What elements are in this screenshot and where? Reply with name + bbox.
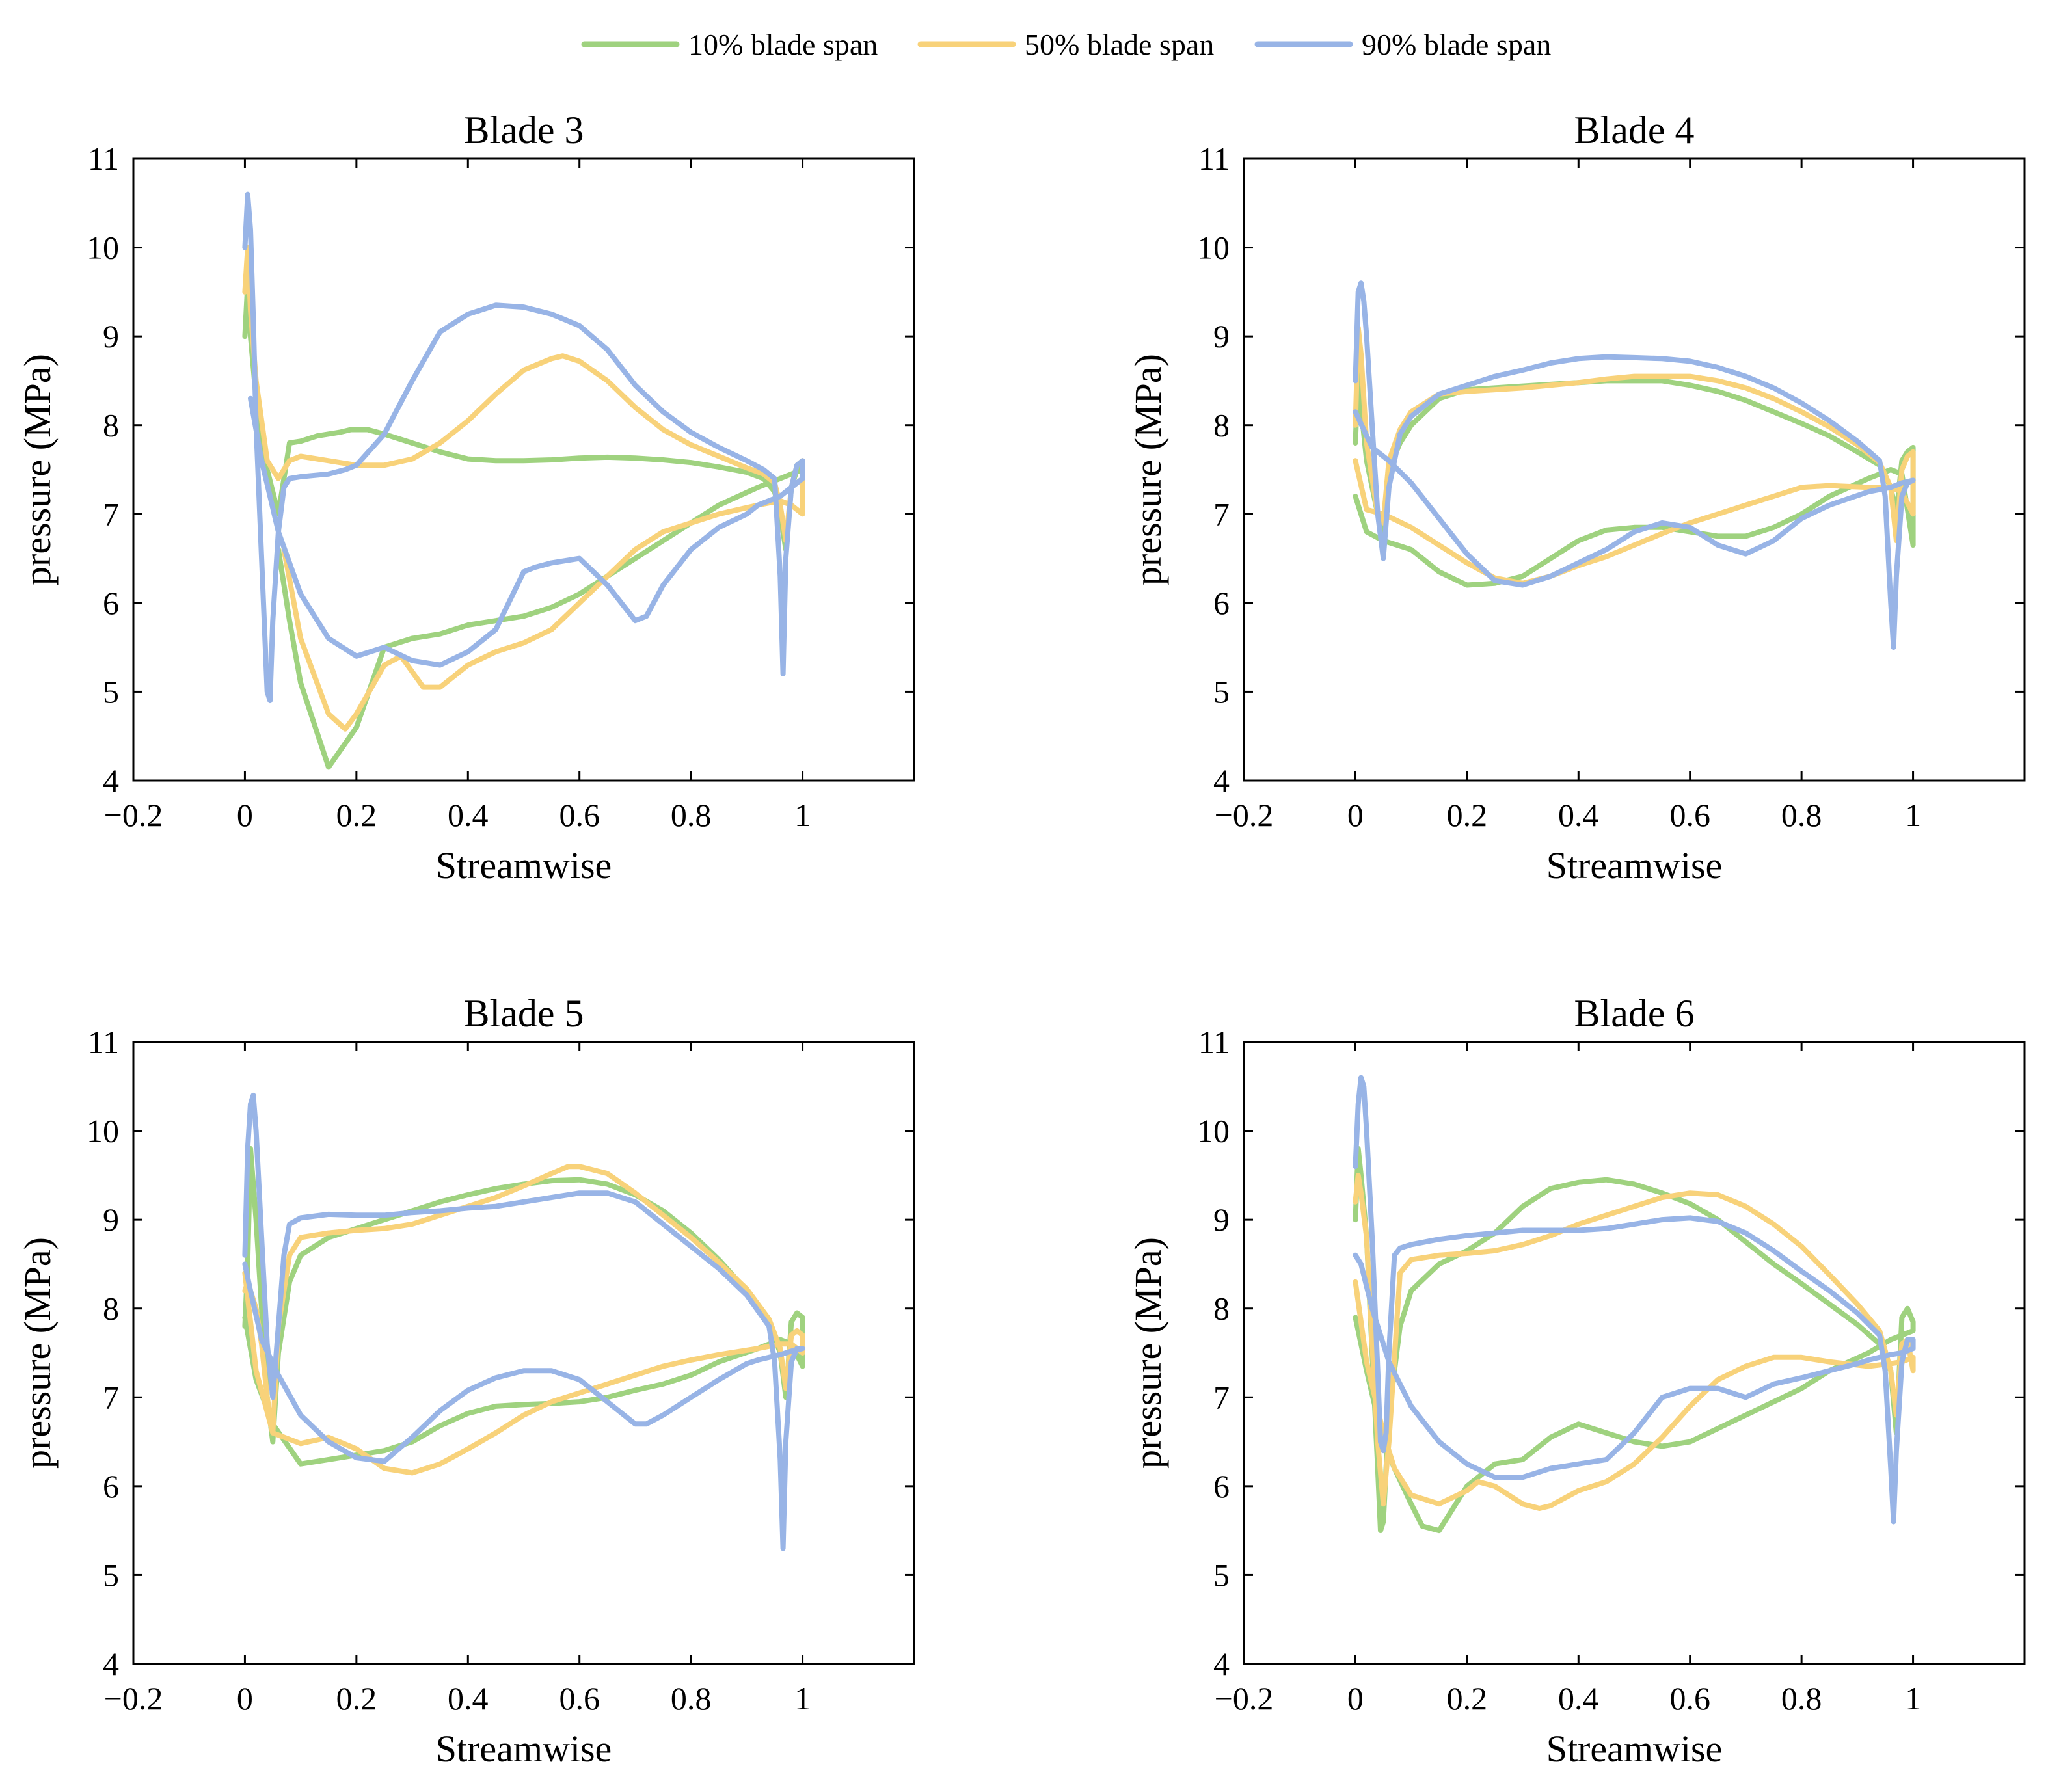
y-axis-label: pressure (MPa)	[1127, 354, 1169, 585]
y-tick-label: 10	[87, 230, 119, 266]
series-line-90-blade-span	[1353, 1075, 1916, 1525]
x-tick-label: 1	[794, 797, 811, 833]
y-tick-label: 10	[1197, 1113, 1230, 1149]
y-tick-label: 5	[1213, 673, 1230, 710]
x-tick-label: 0	[237, 797, 253, 833]
x-tick-label: 1	[1905, 1680, 1921, 1717]
y-tick-label: 8	[1213, 1291, 1230, 1327]
x-tick-label: 0.8	[1781, 797, 1822, 833]
panel-blade-4: −0.2 0 0.2 0.4 0.6 0.8 1 4 5 6 7 8 9 10 11 Blade 4 Strea…	[1127, 109, 2026, 887]
y-tick-label: 6	[103, 1468, 119, 1504]
y-tick-label: 11	[88, 1024, 119, 1060]
y-tick-label: 7	[103, 1379, 119, 1415]
x-tick-label: −0.2	[104, 1680, 163, 1717]
axes-frame	[132, 157, 915, 782]
panel-blade-6: −0.2 0 0.2 0.4 0.6 0.8 1 4 5 6 7 8 9 10 11 Blade 6 Strea…	[1127, 992, 2026, 1770]
x-axis-label: Streamwise	[436, 1728, 612, 1770]
axes-frame	[132, 1041, 915, 1665]
y-tick-label: 8	[1213, 407, 1230, 444]
x-tick-label: −0.2	[1215, 797, 1274, 833]
series-line-50-blade-span	[242, 1164, 805, 1476]
x-tick-label: 0.4	[1558, 797, 1599, 833]
y-tick-label: 4	[1213, 762, 1230, 799]
x-tick-label: 0.6	[559, 797, 600, 833]
x-tick-label: 0.2	[1447, 797, 1488, 833]
x-tick-label: −0.2	[1215, 1680, 1274, 1717]
y-tick-label: 7	[103, 496, 119, 532]
y-tick-label: 5	[1213, 1557, 1230, 1593]
y-tick-label: 7	[1213, 1379, 1230, 1415]
x-tick-label: −0.2	[104, 797, 163, 833]
x-axis-label: Streamwise	[1546, 844, 1723, 887]
panel-blade-5: −0.2 0 0.2 0.4 0.6 0.8 1 4 5 6 7 8 9 10 11 Blade 5 Strea…	[16, 992, 915, 1770]
x-tick-label: 0.8	[671, 1680, 712, 1717]
y-tick-label: 9	[1213, 318, 1230, 354]
series-line-90-blade-span	[242, 191, 805, 704]
y-tick-label: 7	[1213, 496, 1230, 532]
x-tick-label: 0.6	[1669, 797, 1710, 833]
y-tick-label: 11	[88, 140, 119, 177]
y-tick-label: 5	[103, 1557, 119, 1593]
y-tick-label: 4	[103, 762, 119, 799]
x-tick-label: 0.6	[1669, 1680, 1710, 1717]
x-axis-label: Streamwise	[1546, 1728, 1723, 1770]
panel-title: Blade 5	[464, 992, 584, 1035]
series-group	[242, 1092, 805, 1551]
x-tick-label: 0	[1347, 1680, 1364, 1717]
x-tick-label: 0	[237, 1680, 253, 1717]
legend-label-50: 50% blade span	[1025, 28, 1214, 61]
y-tick-label: 11	[1198, 140, 1230, 177]
y-tick-label: 8	[103, 1291, 119, 1327]
series-line-50-blade-span	[1353, 325, 1916, 586]
x-tick-label: 0.4	[448, 1680, 489, 1717]
x-tick-label: 0.2	[1447, 1680, 1488, 1717]
y-tick-label: 10	[1197, 230, 1230, 266]
legend-label-90: 90% blade span	[1362, 28, 1551, 61]
y-tick-label: 8	[103, 407, 119, 444]
y-axis-label: pressure (MPa)	[16, 354, 59, 585]
series-group	[1353, 280, 1916, 650]
x-tick-label: 1	[1905, 797, 1921, 833]
x-tick-label: 1	[794, 1680, 811, 1717]
legend-label-10: 10% blade span	[688, 28, 878, 61]
x-tick-label: 0.8	[1781, 1680, 1822, 1717]
x-tick-label: 0.2	[336, 797, 377, 833]
axes-frame	[1243, 1041, 2026, 1665]
x-tick-label: 0.8	[671, 797, 712, 833]
y-tick-label: 5	[103, 673, 119, 710]
x-tick-label: 0.4	[1558, 1680, 1599, 1717]
series-line-50-blade-span	[242, 245, 805, 732]
y-tick-label: 6	[1213, 585, 1230, 621]
panel-title: Blade 4	[1574, 109, 1695, 152]
y-axis-label: pressure (MPa)	[16, 1237, 59, 1469]
y-tick-label: 4	[103, 1646, 119, 1682]
y-tick-label: 9	[103, 1201, 119, 1238]
y-tick-label: 9	[103, 318, 119, 354]
panel-title: Blade 3	[464, 109, 584, 152]
series-line-10-blade-span	[1353, 369, 1916, 588]
y-tick-label: 6	[103, 585, 119, 621]
series-line-90-blade-span	[1353, 280, 1916, 650]
series-group	[242, 191, 805, 770]
panel-blade-3: −0.2 0 0.2 0.4 0.6 0.8 1 4 5 6 7 8 9 10 11 Blade 3 Strea…	[16, 109, 915, 887]
series-line-90-blade-span	[242, 1092, 805, 1551]
legend: 10% blade span 50% blade span 90% blade …	[581, 28, 1551, 61]
series-group	[1353, 1075, 1916, 1534]
y-tick-label: 10	[87, 1113, 119, 1149]
x-tick-label: 0.4	[448, 797, 489, 833]
y-tick-label: 6	[1213, 1468, 1230, 1504]
y-tick-label: 9	[1213, 1201, 1230, 1238]
panel-title: Blade 6	[1574, 992, 1695, 1035]
x-tick-label: 0.6	[559, 1680, 600, 1717]
y-tick-label: 11	[1198, 1024, 1230, 1060]
x-tick-label: 0.2	[336, 1680, 377, 1717]
y-tick-label: 4	[1213, 1646, 1230, 1682]
axes-frame	[1243, 157, 2026, 782]
y-axis-label: pressure (MPa)	[1127, 1237, 1169, 1469]
x-axis-label: Streamwise	[436, 844, 612, 887]
x-tick-label: 0	[1347, 797, 1364, 833]
